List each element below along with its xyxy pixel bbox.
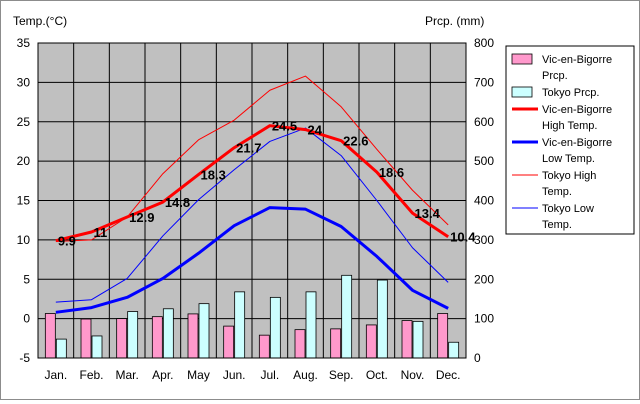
x-tick-label: Jun. [223, 368, 246, 382]
bar-tokyo-prcp [127, 311, 139, 359]
left-tick-label: -5 [19, 351, 30, 365]
x-tick-label: Jan. [44, 368, 67, 382]
bar-tokyo-prcp [198, 303, 210, 359]
data-label: 12.9 [129, 210, 154, 225]
data-label: 22.6 [343, 134, 368, 149]
right-tick-label: 100 [474, 312, 494, 326]
bar-vic-prcp [258, 334, 270, 359]
x-tick-label: Nov. [401, 368, 425, 382]
left-tick-label: 0 [23, 312, 30, 326]
bar-vic-prcp [330, 328, 342, 359]
left-tick-label: 15 [17, 194, 31, 208]
bar-vic-prcp [80, 318, 92, 359]
bar-tokyo-prcp [341, 274, 353, 359]
data-label: 24 [308, 123, 323, 138]
data-label: 21.7 [236, 141, 261, 156]
bar-tokyo-prcp [412, 320, 424, 359]
left-tick-label: 30 [17, 75, 31, 89]
bar-vic-prcp [116, 318, 128, 359]
bar-tokyo-prcp [162, 308, 174, 359]
right-tick-label: 200 [474, 272, 494, 286]
bar-vic-prcp [401, 320, 413, 359]
line-vic-en-bigorre-low-temp [55, 206, 449, 314]
bar-vic-prcp [151, 316, 163, 359]
x-tick-label: May [187, 368, 210, 382]
legend-box [505, 45, 635, 235]
bar-tokyo-prcp [376, 279, 388, 359]
bar-tokyo-prcp [91, 335, 103, 359]
right-tick-label: 300 [474, 233, 494, 247]
legend-swatch [511, 86, 533, 98]
left-tick-label: 5 [23, 272, 30, 286]
bar-tokyo-prcp [305, 291, 317, 359]
legend-swatch [511, 53, 533, 65]
right-tick-label: 500 [474, 154, 494, 168]
legend-label: Vic-en-Bigorre [542, 137, 612, 149]
left-tick-label: 25 [17, 115, 31, 129]
x-tick-label: Jul. [260, 368, 279, 382]
data-label: 9.9 [58, 234, 76, 249]
right-tick-label: 400 [474, 194, 494, 208]
x-tick-label: Dec. [436, 368, 461, 382]
x-tick-label: Aug. [293, 368, 318, 382]
data-label: 10.4 [450, 230, 476, 245]
right-tick-label: 600 [474, 115, 494, 129]
data-label: 14.8 [165, 195, 190, 210]
legend-label: Tokyo Prcp. [542, 87, 599, 99]
left-tick-label: 10 [17, 233, 31, 247]
legend-label: Prcp. [542, 70, 568, 82]
bar-tokyo-prcp [269, 296, 281, 359]
plot-area: 35 30 25 20 15 10 5 0 -5 800 700 600 500 400 300 200 100… [17, 36, 495, 382]
bar-tokyo-prcp [234, 291, 246, 359]
legend-label: Tokyo Low [542, 203, 594, 215]
data-label: 24.5 [272, 119, 297, 134]
data-label: 18.6 [379, 165, 404, 180]
line-tokyo-low-temp [55, 127, 449, 303]
plot-border [37, 42, 467, 359]
x-tick-label: Sep. [329, 368, 354, 382]
bar-tokyo-prcp [448, 341, 460, 359]
bar-vic-prcp [187, 313, 199, 359]
data-label: 13.4 [415, 206, 441, 221]
x-tick-label: Oct. [366, 368, 388, 382]
bar-tokyo-prcp [55, 338, 67, 359]
legend-label: Temp. [542, 186, 572, 198]
right-axis-title: Prcp. (mm) [425, 14, 484, 28]
left-tick-label: 35 [17, 36, 31, 50]
bar-vic-prcp [365, 324, 377, 359]
bar-vic-prcp [437, 313, 449, 359]
legend: Vic-en-Bigorre Prcp. Tokyo Prcp. Vic-en-Big… [505, 45, 635, 235]
right-tick-label: 700 [474, 75, 494, 89]
bar-vic-prcp [294, 329, 306, 359]
line-vic-en-bigorre-high-temp [55, 124, 449, 243]
legend-label: Low Temp. [542, 153, 595, 165]
x-tick-label: Mar. [115, 368, 138, 382]
legend-label: Vic-en-Bigorre [542, 104, 612, 116]
legend-label: High Temp. [542, 120, 597, 132]
bar-vic-prcp [223, 325, 235, 359]
left-tick-label: 20 [17, 154, 31, 168]
right-tick-label: 800 [474, 36, 494, 50]
legend-label: Vic-en-Bigorre [542, 54, 612, 66]
legend-label: Temp. [542, 219, 572, 231]
right-tick-label: 0 [474, 351, 481, 365]
data-label: 18.3 [201, 168, 226, 183]
bar-vic-prcp [44, 313, 56, 359]
left-axis-title: Temp.(°C) [13, 14, 67, 28]
x-tick-label: Apr. [152, 368, 173, 382]
data-label: 11 [94, 225, 108, 240]
legend-label: Tokyo High [542, 170, 596, 182]
x-tick-label: Feb. [79, 368, 103, 382]
